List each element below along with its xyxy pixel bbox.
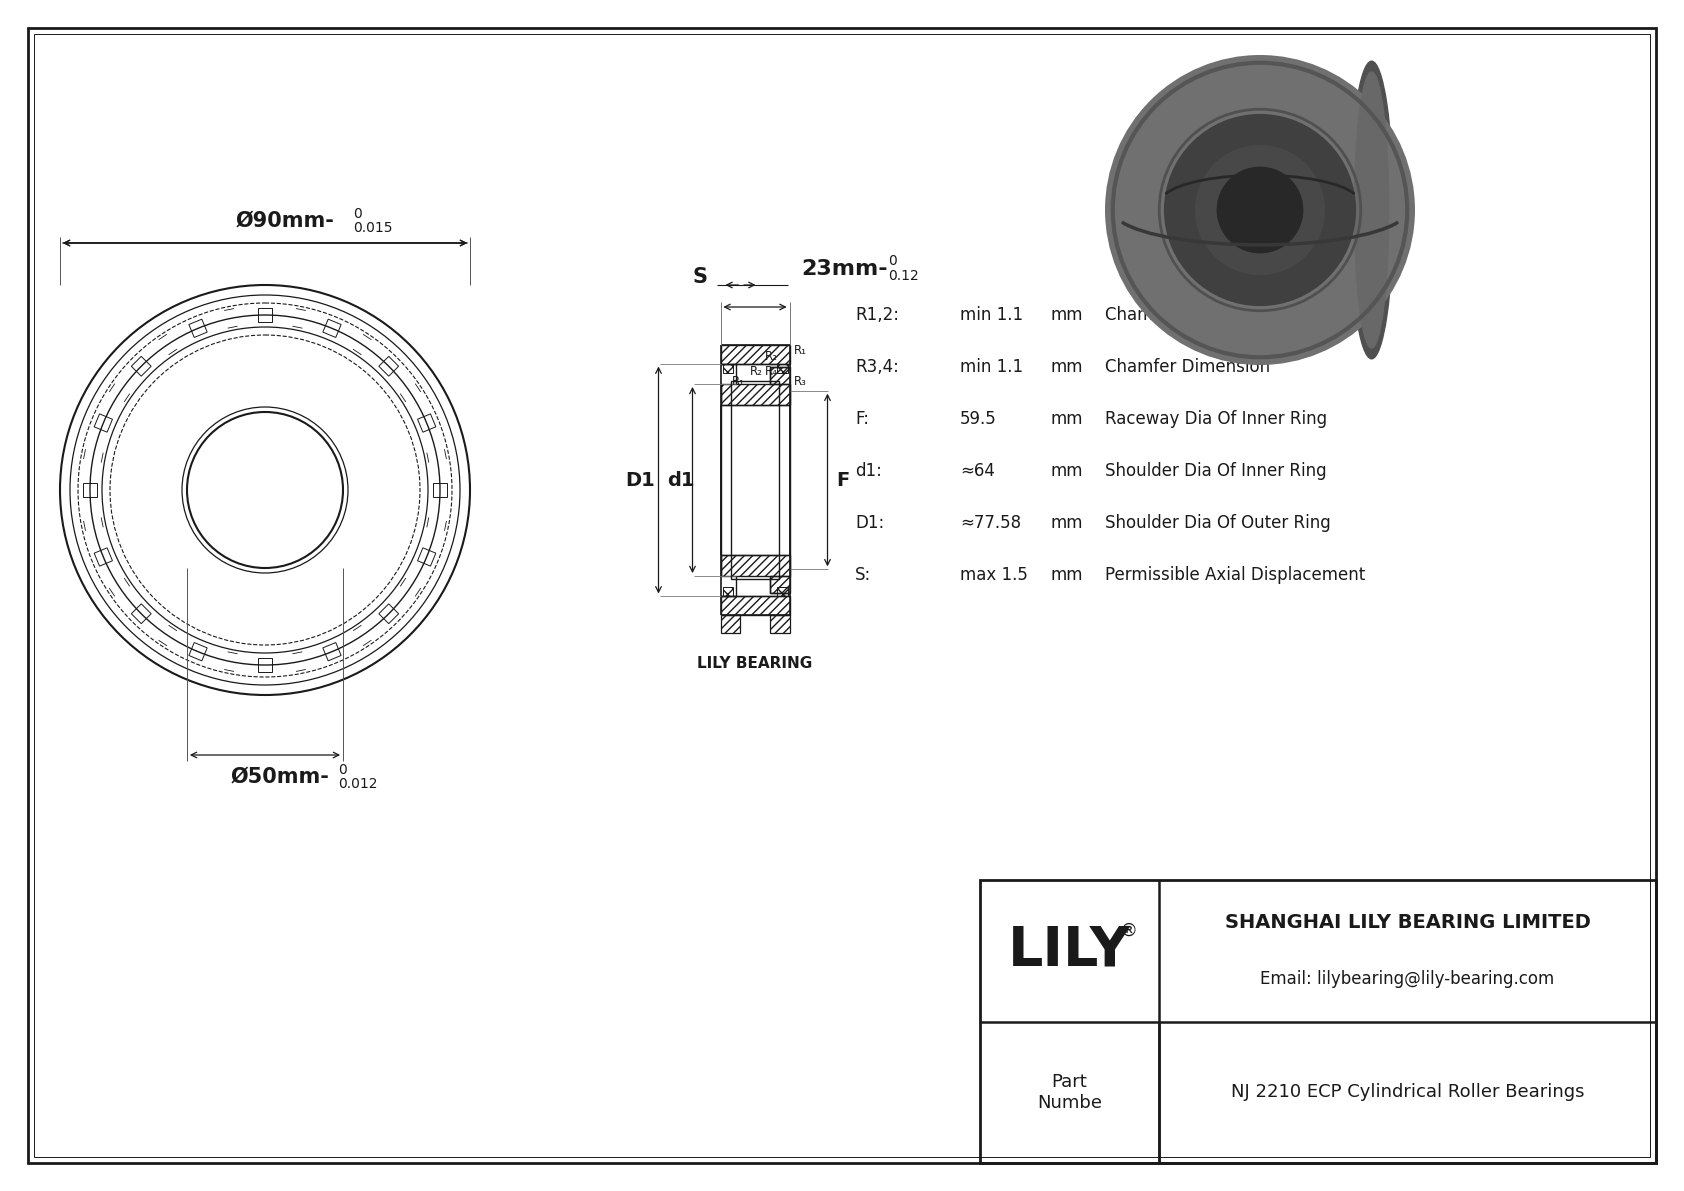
Text: mm: mm bbox=[1051, 515, 1083, 532]
Text: d1: d1 bbox=[667, 470, 694, 490]
Bar bbox=[770, 576, 790, 593]
Bar bbox=[131, 604, 152, 624]
Bar bbox=[418, 414, 436, 432]
Bar bbox=[323, 642, 342, 661]
Bar bbox=[323, 319, 342, 337]
Bar bbox=[379, 604, 399, 624]
Bar bbox=[721, 597, 790, 615]
Bar bbox=[980, 880, 1655, 1162]
Text: R3,4:: R3,4: bbox=[855, 358, 899, 376]
Bar bbox=[433, 484, 446, 497]
Bar bbox=[721, 555, 790, 576]
Bar bbox=[770, 615, 790, 632]
Text: R₃: R₃ bbox=[793, 375, 807, 388]
Bar bbox=[721, 384, 790, 405]
Text: Chamfer Dimension: Chamfer Dimension bbox=[1105, 306, 1270, 324]
Bar bbox=[778, 363, 788, 373]
Bar bbox=[721, 615, 739, 632]
Text: R₄: R₄ bbox=[765, 366, 778, 378]
Bar bbox=[189, 319, 207, 337]
Bar bbox=[189, 642, 207, 661]
Text: S: S bbox=[692, 267, 707, 287]
Text: SHANGHAI LILY BEARING LIMITED: SHANGHAI LILY BEARING LIMITED bbox=[1224, 913, 1590, 931]
Circle shape bbox=[1196, 145, 1325, 275]
Text: 0.12: 0.12 bbox=[889, 269, 919, 283]
Text: ≈77.58: ≈77.58 bbox=[960, 515, 1021, 532]
Text: mm: mm bbox=[1051, 462, 1083, 480]
Text: min 1.1: min 1.1 bbox=[960, 306, 1024, 324]
Text: D1: D1 bbox=[626, 470, 655, 490]
Text: LILY BEARING: LILY BEARING bbox=[697, 655, 813, 671]
Bar bbox=[131, 356, 152, 376]
Bar bbox=[258, 657, 273, 672]
Text: d1:: d1: bbox=[855, 462, 882, 480]
Ellipse shape bbox=[1354, 71, 1389, 348]
Text: mm: mm bbox=[1051, 566, 1083, 584]
Text: S:: S: bbox=[855, 566, 871, 584]
Text: R₁: R₁ bbox=[793, 344, 807, 357]
Text: Permissible Axial Displacement: Permissible Axial Displacement bbox=[1105, 566, 1366, 584]
Text: 23mm-: 23mm- bbox=[802, 258, 887, 279]
Text: mm: mm bbox=[1051, 410, 1083, 428]
Text: F:: F: bbox=[855, 410, 869, 428]
Text: R₂: R₂ bbox=[749, 366, 763, 378]
Text: ®: ® bbox=[1120, 922, 1137, 940]
Text: LILY: LILY bbox=[1009, 924, 1132, 978]
Text: 0: 0 bbox=[354, 207, 362, 222]
Text: 0.015: 0.015 bbox=[354, 222, 392, 235]
Text: R₂: R₂ bbox=[765, 350, 778, 363]
Text: 0: 0 bbox=[338, 763, 347, 777]
Bar bbox=[258, 308, 273, 322]
Bar bbox=[722, 363, 733, 373]
Bar bbox=[731, 381, 780, 579]
Text: 0: 0 bbox=[889, 254, 898, 268]
Text: Ø90mm-: Ø90mm- bbox=[236, 211, 335, 231]
Circle shape bbox=[1105, 55, 1415, 364]
Bar bbox=[770, 367, 790, 384]
Text: Shoulder Dia Of Outer Ring: Shoulder Dia Of Outer Ring bbox=[1105, 515, 1330, 532]
Ellipse shape bbox=[1351, 61, 1393, 358]
Text: Ø50mm-: Ø50mm- bbox=[231, 767, 330, 787]
Text: max 1.5: max 1.5 bbox=[960, 566, 1027, 584]
Text: F: F bbox=[835, 470, 849, 490]
Circle shape bbox=[1164, 114, 1356, 306]
Text: 0.012: 0.012 bbox=[338, 777, 377, 791]
Text: mm: mm bbox=[1051, 306, 1083, 324]
Text: R₁: R₁ bbox=[733, 375, 744, 388]
Text: 59.5: 59.5 bbox=[960, 410, 997, 428]
Bar bbox=[722, 587, 733, 597]
Bar bbox=[94, 414, 113, 432]
Text: ≈64: ≈64 bbox=[960, 462, 995, 480]
Bar bbox=[418, 548, 436, 566]
Text: Shoulder Dia Of Inner Ring: Shoulder Dia Of Inner Ring bbox=[1105, 462, 1327, 480]
Bar bbox=[83, 484, 98, 497]
Text: D1:: D1: bbox=[855, 515, 884, 532]
Text: Raceway Dia Of Inner Ring: Raceway Dia Of Inner Ring bbox=[1105, 410, 1327, 428]
Text: Chamfer Dimension: Chamfer Dimension bbox=[1105, 358, 1270, 376]
Bar bbox=[721, 345, 790, 363]
Bar bbox=[379, 356, 399, 376]
Text: R1,2:: R1,2: bbox=[855, 306, 899, 324]
Text: mm: mm bbox=[1051, 358, 1083, 376]
Bar bbox=[778, 587, 788, 597]
Circle shape bbox=[1216, 167, 1303, 254]
Text: Email: lilybearing@lily-bearing.com: Email: lilybearing@lily-bearing.com bbox=[1260, 969, 1554, 989]
Text: Part
Numbe: Part Numbe bbox=[1037, 1073, 1101, 1111]
Text: NJ 2210 ECP Cylindrical Roller Bearings: NJ 2210 ECP Cylindrical Roller Bearings bbox=[1231, 1084, 1585, 1102]
Bar bbox=[94, 548, 113, 566]
Text: min 1.1: min 1.1 bbox=[960, 358, 1024, 376]
